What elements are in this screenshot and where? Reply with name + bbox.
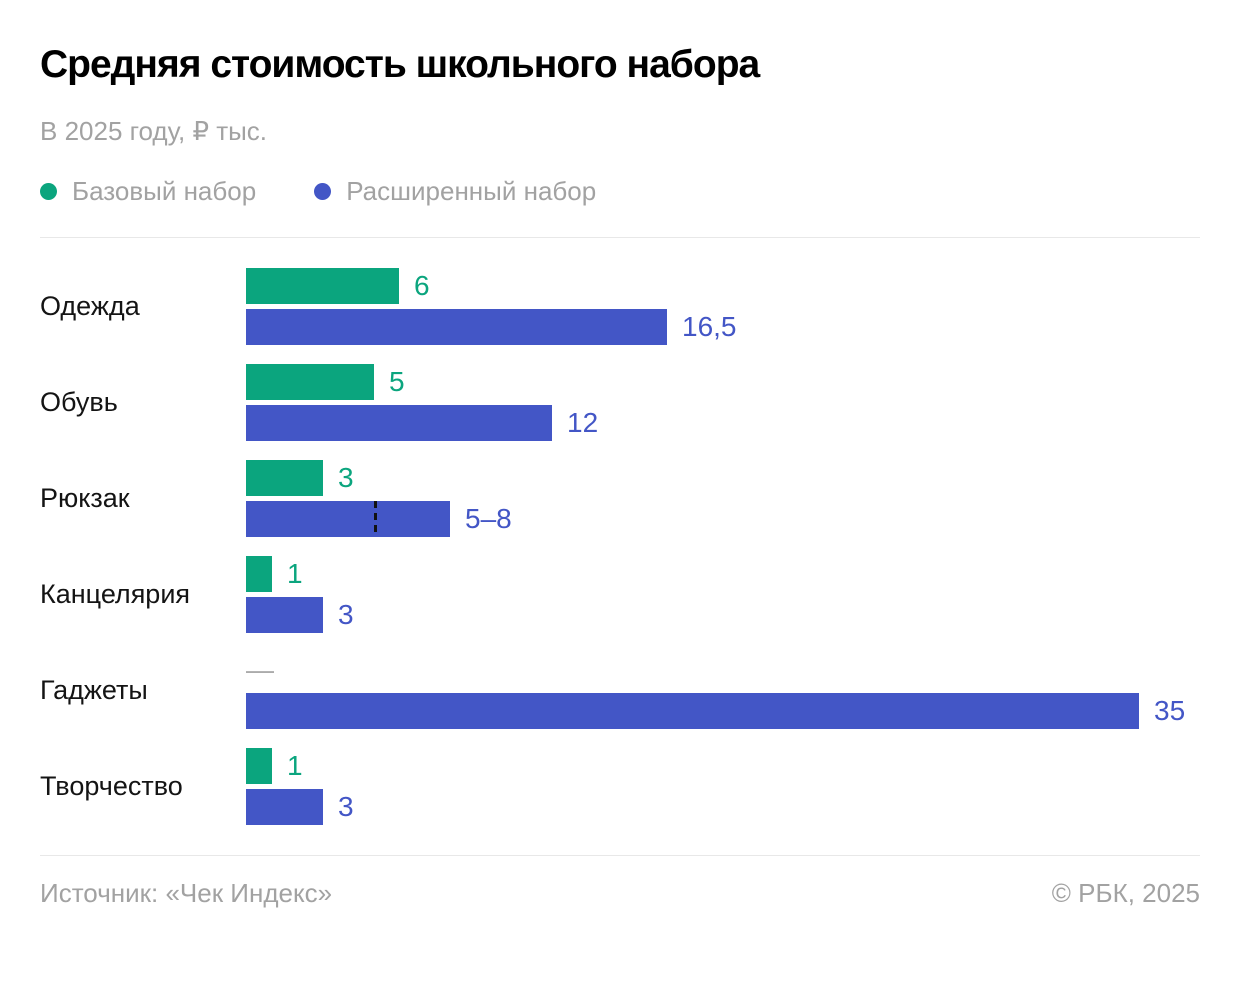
category-label: Рюкзак [40,483,130,513]
legend-label-basic: Базовый набор [72,176,257,206]
category-label: Обувь [40,387,118,417]
basic-bar [246,460,323,496]
chart-row: Рюкзак 3 5–8 [40,460,1200,537]
extended-value-label: 12 [567,407,599,438]
chart-row: Творчество 1 3 [40,748,1200,825]
basic-bar [246,748,272,784]
extended-value-label: 5–8 [465,503,512,534]
basic-bar-line: 6 [246,268,1200,304]
basic-bar-line: 1 [246,748,1200,784]
chart-row: Одежда 6 16,5 [40,268,1200,345]
extended-value-label: 16,5 [682,311,737,342]
basic-value-label: 3 [338,462,354,493]
extended-bar [246,693,1139,729]
extended-bar [246,597,323,633]
category-label: Творчество [40,771,183,801]
category-label: Одежда [40,291,140,321]
basic-bar [246,268,399,304]
extended-bar-line: 3 [246,789,1200,825]
legend-label-extended: Расширенный набор [346,176,597,206]
basic-bar-line: 5 [246,364,1200,400]
top-divider [40,237,1200,238]
basic-bar-line: 1 [246,556,1200,592]
legend-item-extended: Расширенный набор [314,176,596,207]
basic-bar-line: 3 [246,460,1200,496]
source-credit: Источник: «Чек Индекс» [40,878,333,908]
extended-bar-line: 3 [246,597,1200,633]
extended-value-label: 3 [338,599,354,630]
extended-bar [246,309,667,345]
basic-value-label: 1 [287,558,303,589]
chart-row: Канцелярия 1 3 [40,556,1200,633]
extended-value-label: 3 [338,791,354,822]
basic-bar [246,364,374,400]
footer: Источник: «Чек Индекс» © РБК, 2025 [40,878,1200,909]
extended-bar [246,405,552,441]
legend-item-basic: Базовый набор [40,176,256,207]
legend-dot-extended-icon [314,183,332,200]
chart-row: Гаджеты — 35 [40,652,1200,729]
range-boundary-marker [374,501,377,537]
legend: Базовый набор Расширенный набор [40,176,1200,207]
extended-bar [246,789,323,825]
category-label: Гаджеты [40,675,148,705]
extended-bar-line: 35 [246,693,1200,729]
copyright-credit: © РБК, 2025 [1051,878,1200,908]
extended-bar [246,501,450,537]
bar-chart: Одежда 6 16,5 Обувь 5 12 Рюкзак 3 5–8 Канцелярия 1… [40,268,1200,825]
chart-subtitle: В 2025 году, ₽ тыс. [40,116,268,146]
extended-bar-line: 5–8 [246,501,1200,537]
basic-value-label: 5 [389,366,405,397]
chart-title: Средняя стоимость школьного набора [40,43,760,86]
extended-bar-line: 12 [246,405,1200,441]
legend-dot-basic-icon [40,183,57,200]
basic-bar [246,556,272,592]
extended-value-label: 35 [1154,695,1186,726]
extended-bar-line: 16,5 [246,309,1200,345]
infographic-card: Средняя стоимость школьного набора В 202… [0,42,1240,993]
basic-value-label: 1 [287,750,303,781]
basic-value-label: 6 [414,270,430,301]
bottom-divider [40,855,1200,856]
no-data-dash: — [246,654,274,685]
category-label: Канцелярия [40,579,191,609]
basic-bar-line: — [246,652,1200,688]
chart-row: Обувь 5 12 [40,364,1200,441]
